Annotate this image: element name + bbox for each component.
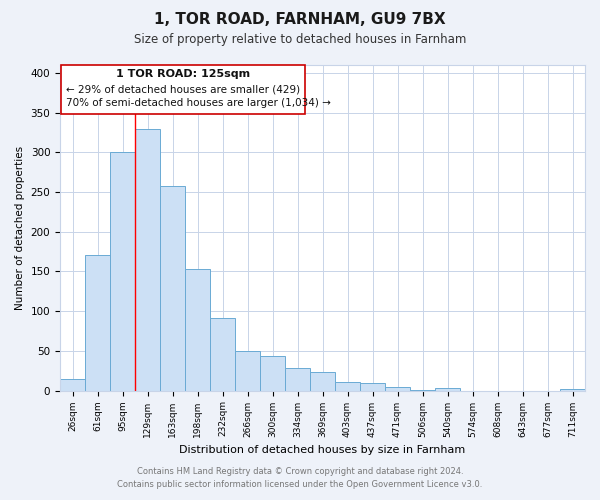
Bar (285, 368, 310, 390)
Text: 1, TOR ROAD, FARNHAM, GU9 7BX: 1, TOR ROAD, FARNHAM, GU9 7BX (154, 12, 446, 28)
Bar (360, 382, 385, 390)
Text: Size of property relative to detached houses in Farnham: Size of property relative to detached ho… (134, 32, 466, 46)
Bar (235, 351, 260, 391)
Bar (85, 255, 110, 390)
Bar (210, 318, 235, 390)
Bar (335, 382, 360, 390)
Bar (385, 386, 410, 390)
Bar (310, 372, 335, 390)
Bar (110, 152, 135, 390)
Bar (160, 186, 185, 390)
FancyBboxPatch shape (61, 65, 305, 114)
Bar (185, 269, 210, 390)
Text: Contains HM Land Registry data © Crown copyright and database right 2024.
Contai: Contains HM Land Registry data © Crown c… (118, 467, 482, 489)
Bar (60, 380, 85, 390)
Bar (260, 356, 285, 390)
Bar (435, 388, 460, 390)
Text: 1 TOR ROAD: 125sqm: 1 TOR ROAD: 125sqm (116, 69, 250, 79)
Y-axis label: Number of detached properties: Number of detached properties (15, 146, 25, 310)
Text: 70% of semi-detached houses are larger (1,034) →: 70% of semi-detached houses are larger (… (66, 98, 331, 108)
Bar (560, 389, 585, 390)
Bar (135, 128, 160, 390)
Text: ← 29% of detached houses are smaller (429): ← 29% of detached houses are smaller (42… (66, 84, 301, 94)
X-axis label: Distribution of detached houses by size in Farnham: Distribution of detached houses by size … (179, 445, 466, 455)
